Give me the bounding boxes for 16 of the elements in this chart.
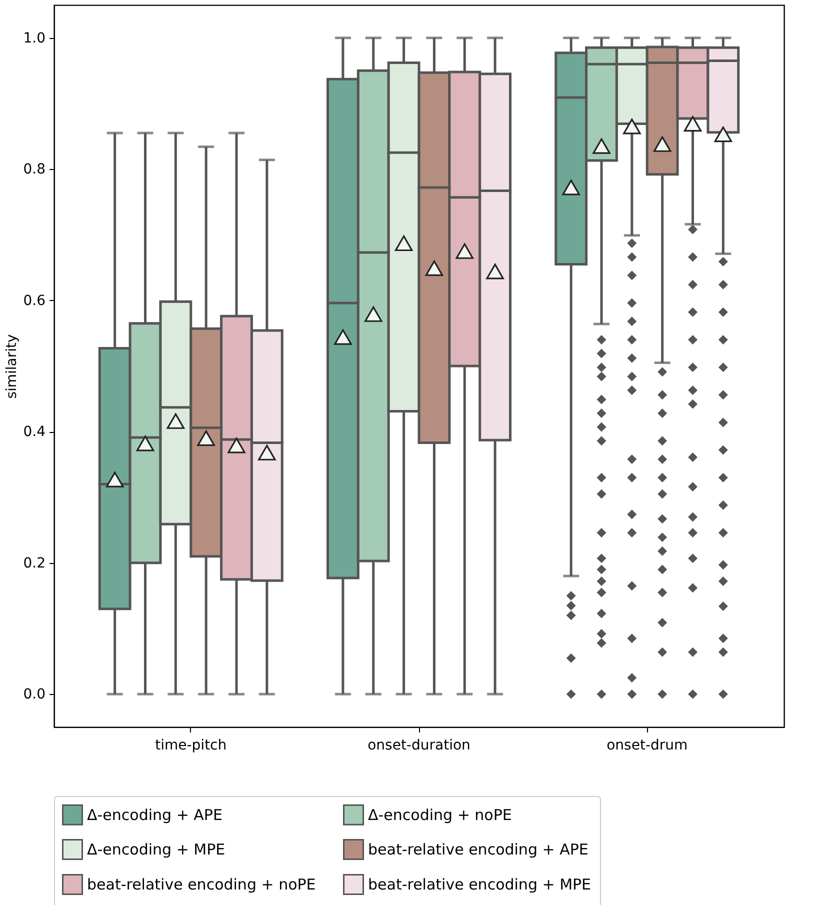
y-axis-title: similarity [4, 334, 20, 399]
legend-label: Δ-encoding + APE [87, 806, 222, 824]
x-tick-label: onset-drum [606, 738, 688, 754]
y-tick-label: 0.4 [23, 424, 46, 440]
y-tick-label: 0.0 [23, 686, 46, 703]
y-tick-label: 0.6 [23, 292, 46, 309]
x-tick-label: time-pitch [155, 738, 227, 754]
y-tick-label: 0.2 [23, 555, 46, 572]
y-tick-label: 0.8 [23, 162, 46, 178]
legend-label: Δ-encoding + MPE [87, 840, 226, 858]
legend-label: beat-relative encoding + noPE [87, 876, 316, 894]
legend-label: Δ-encoding + noPE [368, 806, 512, 824]
legend-label: beat-relative encoding + MPE [368, 876, 592, 894]
x-tick-label: onset-duration [368, 738, 470, 754]
legend-label: beat-relative encoding + APE [368, 840, 588, 858]
y-tick-label: 1.0 [23, 30, 46, 46]
